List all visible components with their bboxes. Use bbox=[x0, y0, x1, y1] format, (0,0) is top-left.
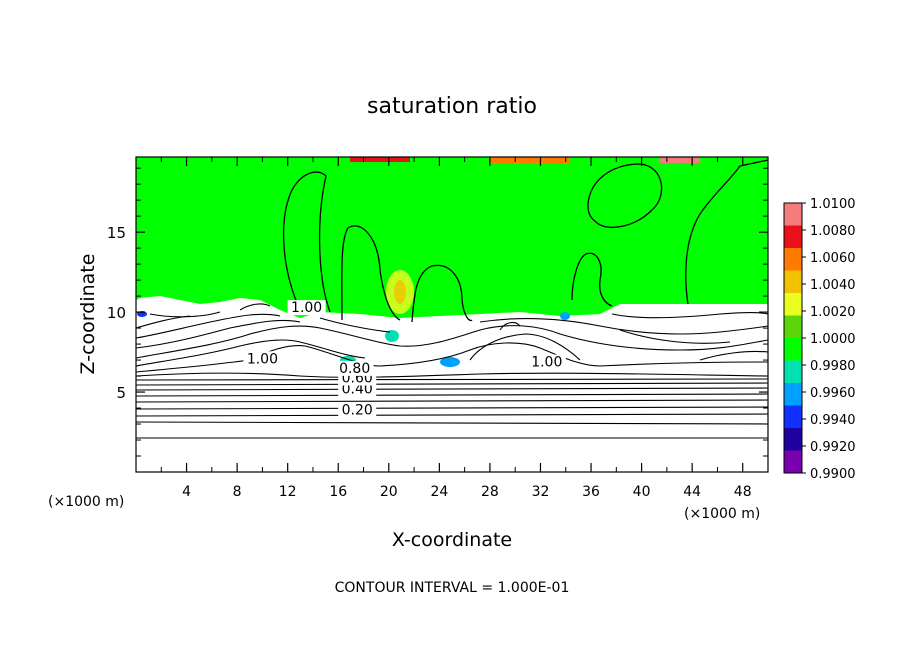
colorbar-swatch bbox=[784, 360, 802, 384]
x-tick-label: 24 bbox=[430, 484, 448, 500]
x-tick-label: 36 bbox=[582, 484, 600, 500]
colorbar-label: 1.0040 bbox=[810, 278, 856, 293]
y-tick-label: 5 bbox=[116, 384, 126, 402]
contour-label: 0.40 bbox=[342, 382, 373, 398]
colorbar-swatch bbox=[784, 383, 802, 406]
colorbar-label: 0.9900 bbox=[810, 467, 856, 482]
contour-label-bg bbox=[287, 300, 326, 316]
colorbar-swatch bbox=[784, 225, 802, 249]
x-tick-label: 32 bbox=[532, 484, 550, 500]
colorbar-swatch bbox=[784, 270, 802, 294]
colorbar-label: 0.9980 bbox=[810, 359, 856, 374]
saturated-region bbox=[136, 157, 768, 318]
colorbar-label: 0.9920 bbox=[810, 440, 856, 455]
colorbar-label: 1.0060 bbox=[810, 251, 856, 266]
colorbar-swatch bbox=[784, 293, 802, 316]
chart-title: saturation ratio bbox=[367, 94, 537, 119]
contour-interval-label: CONTOUR INTERVAL = 1.000E-01 bbox=[335, 580, 570, 596]
colorbar-swatch bbox=[784, 450, 802, 474]
colorbar-swatch bbox=[784, 248, 802, 271]
colorbar-swatch bbox=[784, 405, 802, 429]
supersaturated-core bbox=[394, 280, 406, 304]
plot-area bbox=[135, 156, 769, 473]
x-tick-label: 16 bbox=[329, 484, 347, 500]
x-unit-right: (×1000 m) bbox=[684, 506, 760, 522]
contour-label: 0.80 bbox=[339, 361, 370, 377]
x-tick-label: 44 bbox=[683, 484, 701, 500]
subsat-patch-4 bbox=[560, 312, 570, 320]
y-axis: 5 10 15 bbox=[107, 167, 768, 457]
x-tick-label: 12 bbox=[279, 484, 297, 500]
colorbar-label: 1.0000 bbox=[810, 332, 856, 347]
x-tick-label: 40 bbox=[633, 484, 651, 500]
colorbar-swatch bbox=[784, 428, 802, 451]
y-tick-label: 15 bbox=[107, 224, 126, 242]
colorbar-label: 1.0020 bbox=[810, 305, 856, 320]
y-axis-label: Z-coordinate bbox=[77, 254, 99, 375]
colorbar: 1.0100 1.0080 1.0060 1.0040 1.0020 1.0000 0.99… bbox=[783, 197, 856, 482]
subsat-patch-2 bbox=[440, 357, 460, 367]
x-tick-label: 20 bbox=[380, 484, 398, 500]
contour-label-bg bbox=[243, 351, 282, 367]
contour-label: 1.00 bbox=[247, 351, 278, 367]
contour-label: 1.00 bbox=[531, 354, 562, 370]
x-tick-label: 48 bbox=[734, 484, 752, 500]
contour-labels: 0.200.400.600.801.00 1.001.00 bbox=[243, 300, 566, 418]
colorbar-label: 1.0100 bbox=[810, 197, 856, 212]
contour-label: 1.00 bbox=[291, 300, 322, 316]
subsat-patch-1 bbox=[385, 330, 399, 342]
top-band-pink bbox=[660, 157, 700, 163]
colorbar-label: 1.0080 bbox=[810, 224, 856, 239]
colorbar-swatch bbox=[784, 203, 802, 226]
colorbar-label: 0.9940 bbox=[810, 413, 856, 428]
x-axis-label: X-coordinate bbox=[392, 529, 512, 551]
contour-label-bg bbox=[338, 402, 377, 418]
y-tick-label: 10 bbox=[107, 304, 126, 322]
colorbar-label: 0.9960 bbox=[810, 386, 856, 401]
x-tick-label: 8 bbox=[233, 484, 242, 500]
colorbar-swatch bbox=[784, 338, 802, 361]
x-unit-left: (×1000 m) bbox=[48, 494, 124, 510]
contour-lines-lower bbox=[136, 303, 768, 439]
x-tick-label: 28 bbox=[481, 484, 499, 500]
contour-label-bg bbox=[335, 360, 374, 376]
x-axis: 4 8 12 16 20 24 28 32 36 40 44 48 bbox=[160, 157, 752, 500]
colorbar-swatch bbox=[784, 315, 802, 339]
top-band-orange bbox=[490, 157, 570, 163]
contour-lines-upper bbox=[282, 159, 768, 323]
contour-label-bg bbox=[527, 354, 566, 370]
plot-frame bbox=[135, 156, 769, 473]
contour-label: 0.20 bbox=[342, 402, 373, 418]
top-band-red bbox=[350, 157, 410, 162]
x-tick-label: 4 bbox=[182, 484, 191, 500]
